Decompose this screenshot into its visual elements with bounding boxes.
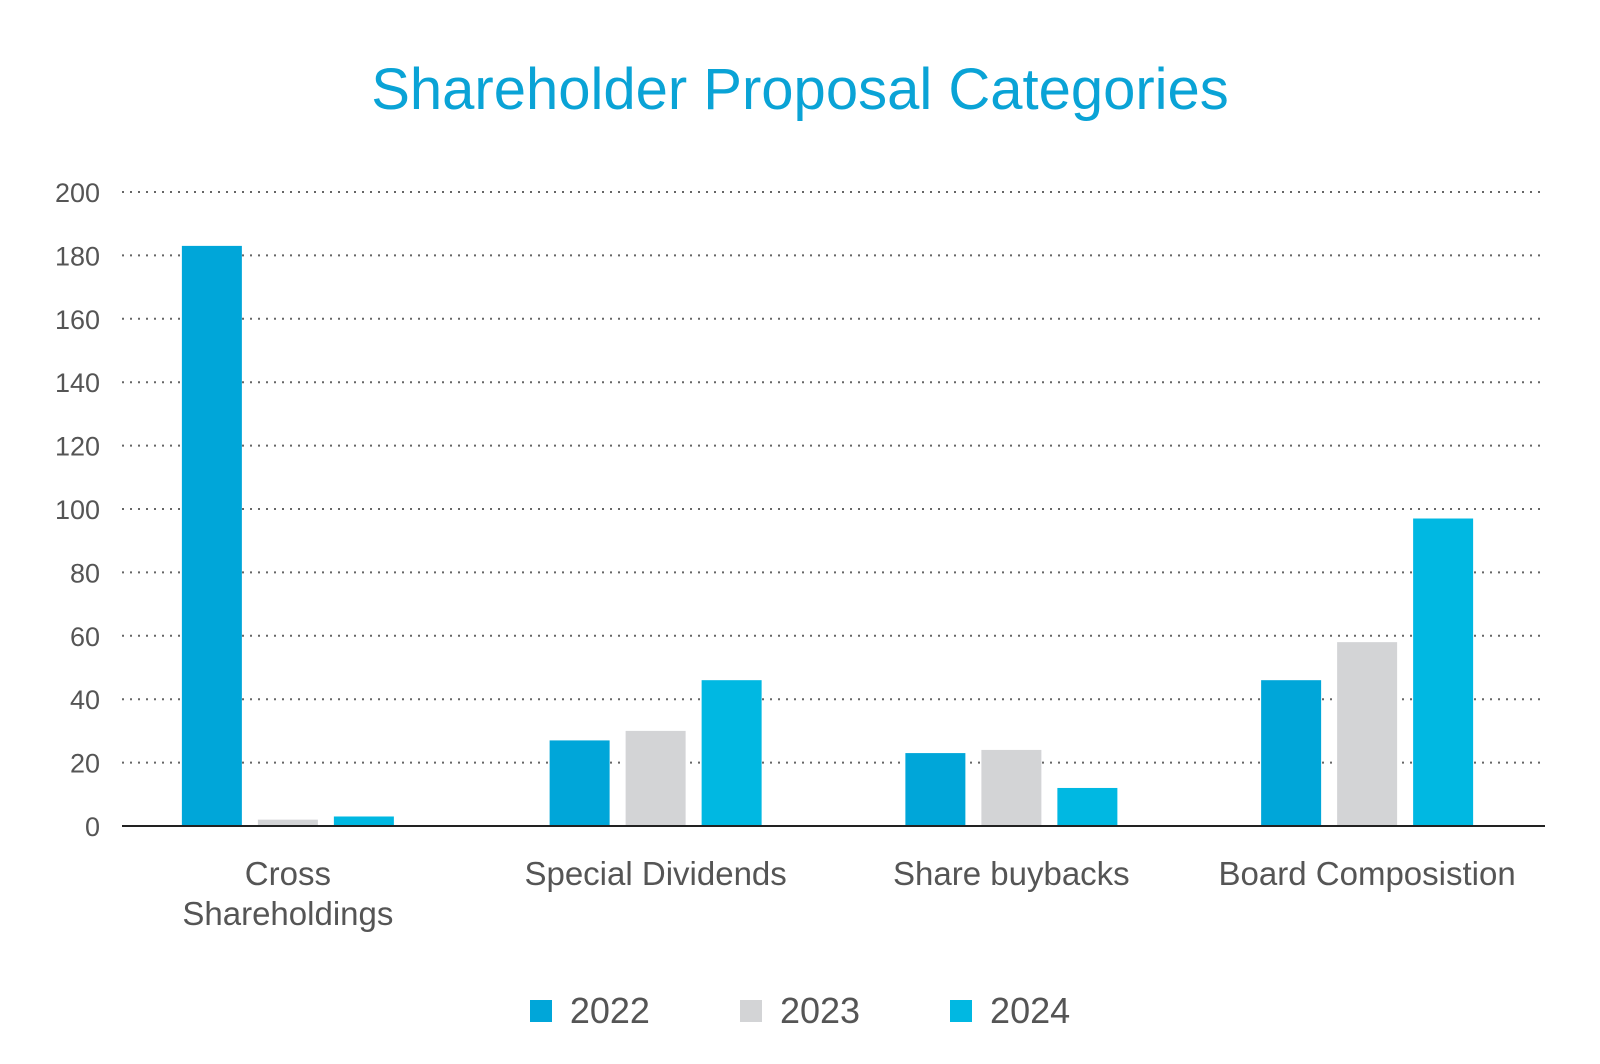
bar-2023 [981, 749, 1042, 826]
bar-2023 [625, 730, 686, 826]
y-tick-label: 60 [70, 622, 100, 652]
bar-2022 [905, 753, 966, 826]
bar-2024 [701, 680, 762, 826]
legend-item: 2023 [739, 990, 861, 1032]
legend: 2022 2023 2024 [0, 990, 1600, 1032]
bar-2024 [1057, 787, 1118, 826]
y-tick-label: 140 [55, 368, 100, 398]
legend-label: 2024 [990, 990, 1071, 1031]
legend-item: 2022 [529, 990, 650, 1032]
bar-2024 [1413, 518, 1474, 826]
bar-2022 [549, 740, 610, 826]
x-category-label: Special Dividends [524, 855, 786, 892]
x-category-label: Cross [245, 855, 331, 892]
bar-2023 [1337, 642, 1398, 826]
y-tick-label: 200 [55, 178, 100, 208]
legend-swatch [529, 1000, 552, 1022]
y-tick-label: 100 [55, 495, 100, 525]
bar-2024 [333, 816, 394, 826]
bar-2022 [1261, 680, 1322, 826]
x-category-label: Board Composistion [1219, 855, 1516, 892]
legend-item: 2024 [950, 990, 1070, 1032]
y-tick-label: 40 [70, 685, 100, 715]
legend-label: 2022 [569, 990, 650, 1031]
y-tick-label: 20 [70, 749, 100, 779]
legend-label: 2023 [779, 990, 861, 1031]
x-category-label: Shareholdings [182, 895, 393, 932]
legend-swatch [950, 1000, 973, 1022]
y-tick-label: 0 [85, 812, 100, 842]
bar-2023 [257, 819, 318, 826]
y-tick-label: 80 [70, 558, 100, 588]
y-tick-label: 160 [55, 305, 100, 335]
y-tick-label: 180 [55, 241, 100, 271]
chart-title: Shareholder Proposal Categories [371, 57, 1229, 122]
x-category-label: Share buybacks [893, 855, 1130, 892]
y-tick-label: 120 [55, 432, 100, 462]
legend-swatch [739, 1000, 762, 1022]
bar-2022 [181, 245, 242, 826]
